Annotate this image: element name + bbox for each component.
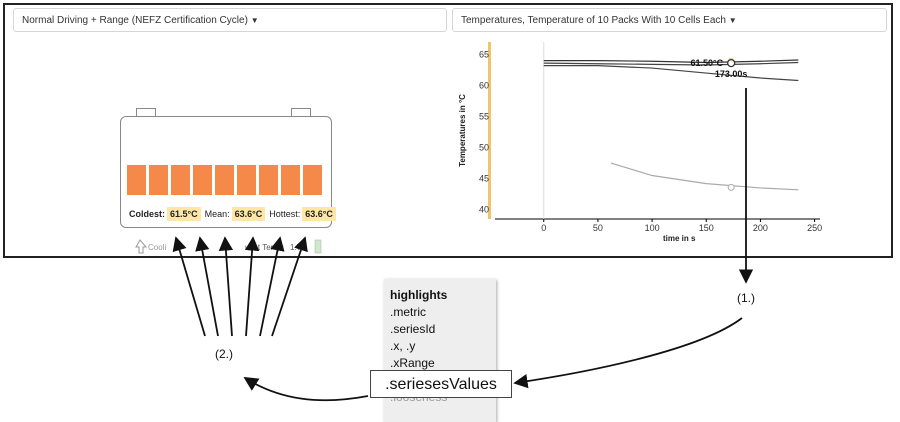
highlights-item-xy: .x, .y [390, 339, 416, 353]
battery-cell [281, 165, 300, 195]
y-tick-label: 45 [479, 174, 489, 184]
x-tick-label: 200 [753, 223, 768, 233]
battery-cell [149, 165, 168, 195]
highlights-title: highlights [390, 288, 448, 302]
y-axis-accent [488, 42, 491, 219]
highlights-item-metric: .metric [390, 305, 426, 319]
battery-cell [171, 165, 190, 195]
series-line [543, 65, 799, 82]
highlights-panel: highlights .metric .seriesId .x, .y .xRa… [384, 279, 496, 422]
hottest-label: Hottest: [269, 209, 301, 219]
battery-cell [127, 165, 146, 195]
highlight-value-label: 61.50°C [691, 58, 724, 68]
y-tick-label: 40 [479, 205, 489, 215]
y-tick-label: 50 [479, 143, 489, 153]
highlight-time-label: 173.00s [715, 69, 748, 79]
chevron-down-icon: ▼ [250, 16, 259, 25]
hottest-value: 63.6°C [302, 207, 336, 221]
battery-stats: Coldest: 61.5°C Mean: 63.6°C Hottest: 63.6°C [129, 207, 340, 221]
highlights-item-xrange: .xRange [390, 356, 435, 370]
temperature-chart: 40 45 50 55 60 65 0 50 100 150 200 250 time in s Temp… [458, 42, 822, 243]
coldest-label: Coldest: [129, 209, 165, 219]
callout-label-1: (1.) [737, 291, 755, 305]
x-tick-label: 100 [645, 223, 660, 233]
x-tick-label: 0 [541, 223, 546, 233]
series-line [543, 61, 799, 66]
mean-label: Mean: [204, 209, 230, 219]
outlet-temp-label: utlet Temp: [245, 243, 284, 252]
series-line [543, 59, 799, 64]
battery-cell [237, 165, 256, 195]
battery-cell [259, 165, 278, 195]
battery-cell [215, 165, 234, 195]
highlights-item-seriesid: .seriesId [390, 322, 436, 336]
x-axis-label: time in s [663, 234, 696, 243]
x-tick-label: 150 [699, 223, 714, 233]
cycle-dropdown[interactable]: Normal Driving + Range (NEFZ Certificati… [13, 8, 447, 32]
arrow-to-callout-2 [243, 377, 369, 402]
series-values-box: .seriesesValues [370, 370, 512, 398]
chevron-down-icon: ▼ [728, 16, 737, 25]
callout-label-2: (2.) [215, 347, 233, 361]
metric-dropdown[interactable]: Temperatures, Temperature of 10 Packs Wi… [452, 8, 887, 32]
arrow-to-series-values [513, 317, 743, 389]
series-line [610, 162, 799, 191]
x-tick-label: 50 [593, 223, 603, 233]
coldest-value: 61.5°C [167, 207, 201, 221]
cycle-dropdown-label: Normal Driving + Range (NEFZ Certificati… [22, 15, 248, 26]
highlight-point-low [727, 183, 735, 191]
battery-terminal-right [291, 108, 311, 117]
y-tick-label: 65 [479, 49, 489, 59]
metric-dropdown-label: Temperatures, Temperature of 10 Packs Wi… [461, 15, 726, 26]
cooling-label: Cooli [148, 243, 167, 252]
battery-cell [303, 165, 322, 195]
outlet-temp-value: 1.7 [290, 243, 302, 252]
battery-pack: Coldest: 61.5°C Mean: 63.6°C Hottest: 63.6°C [120, 116, 336, 228]
y-tick-label: 55 [479, 112, 489, 122]
battery-cell [193, 165, 212, 195]
y-tick-label: 60 [479, 80, 489, 90]
y-axis-label: Temperatures in °C [458, 94, 467, 167]
highlight-point [727, 58, 736, 68]
battery-terminal-left [136, 108, 156, 117]
mean-value: 63.6°C [231, 207, 266, 221]
x-tick-label: 250 [807, 223, 822, 233]
